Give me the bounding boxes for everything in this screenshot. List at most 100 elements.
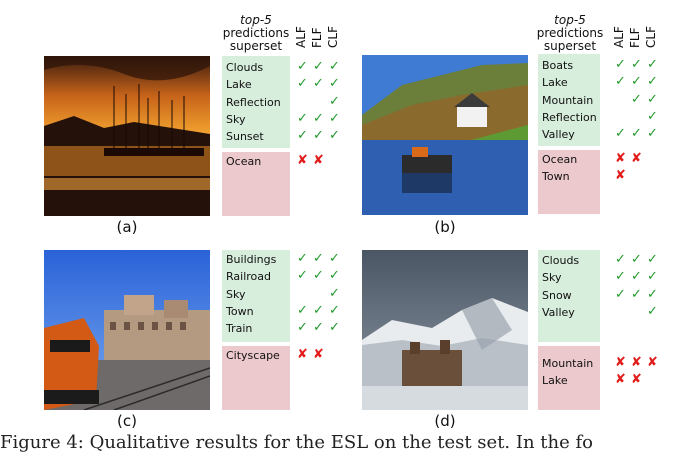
correct-label: Sky bbox=[226, 288, 246, 301]
checkmark-icon: ✓ bbox=[647, 304, 658, 319]
checkmark-icon: ✓ bbox=[297, 76, 308, 91]
header-superset: superset bbox=[229, 39, 283, 53]
cross-icon: ✘ bbox=[631, 372, 642, 387]
cross-icon: ✘ bbox=[615, 372, 626, 387]
checkmark-icon: ✓ bbox=[313, 128, 324, 143]
correct-box-a bbox=[222, 56, 290, 148]
checkmark-icon: ✓ bbox=[631, 92, 642, 107]
correct-box-c bbox=[222, 250, 290, 342]
correct-label: Mountain bbox=[542, 94, 594, 107]
cross-icon: ✘ bbox=[297, 347, 308, 362]
cross-icon: ✘ bbox=[297, 153, 308, 168]
cross-icon: ✘ bbox=[615, 355, 626, 370]
checkmark-icon: ✓ bbox=[329, 251, 340, 266]
cross-icon: ✘ bbox=[631, 151, 642, 166]
cross-icon: ✘ bbox=[313, 153, 324, 168]
correct-label: Valley bbox=[542, 306, 575, 319]
wrong-box-b bbox=[538, 150, 600, 214]
correct-label: Boats bbox=[542, 59, 574, 72]
wrong-box-a bbox=[222, 152, 290, 216]
checkmark-icon: ✓ bbox=[631, 74, 642, 89]
correct-label: Sky bbox=[542, 271, 562, 284]
checkmark-icon: ✓ bbox=[615, 74, 626, 89]
checkmark-icon: ✓ bbox=[647, 92, 658, 107]
caption-b: (b) bbox=[434, 218, 456, 236]
checkmark-icon: ✓ bbox=[615, 57, 626, 72]
correct-label: Sunset bbox=[226, 130, 264, 143]
header-predictions: predictions bbox=[536, 26, 604, 40]
checkmark-icon: ✓ bbox=[329, 320, 340, 335]
checkmark-icon: ✓ bbox=[329, 94, 340, 109]
header-top5: top-5 bbox=[554, 13, 586, 27]
checkmark-icon: ✓ bbox=[329, 59, 340, 74]
cross-icon: ✘ bbox=[631, 355, 642, 370]
wrong-label: Ocean bbox=[542, 153, 578, 166]
checkmark-icon: ✓ bbox=[313, 268, 324, 283]
cross-icon: ✘ bbox=[615, 168, 626, 183]
checkmark-icon: ✓ bbox=[631, 252, 642, 267]
photo-sunset-harbor bbox=[44, 56, 210, 216]
checkmark-icon: ✓ bbox=[297, 128, 308, 143]
correct-label: Snow bbox=[542, 289, 572, 302]
checkmark-icon: ✓ bbox=[647, 287, 658, 302]
correct-label: Reflection bbox=[226, 96, 281, 109]
correct-box-b bbox=[538, 54, 600, 146]
col-alf: ALF bbox=[612, 26, 626, 48]
checkmark-icon: ✓ bbox=[631, 126, 642, 141]
checkmark-icon: ✓ bbox=[329, 268, 340, 283]
checkmark-icon: ✓ bbox=[631, 57, 642, 72]
col-flf: FLF bbox=[310, 27, 324, 49]
correct-label: Lake bbox=[226, 78, 252, 91]
checkmark-icon: ✓ bbox=[297, 251, 308, 266]
wrong-label: Mountain bbox=[542, 357, 594, 370]
wrong-label: Lake bbox=[542, 374, 568, 387]
figure-caption: Figure 4: Qualitative results for the ES… bbox=[0, 432, 593, 453]
checkmark-icon: ✓ bbox=[647, 74, 658, 89]
cross-icon: ✘ bbox=[313, 347, 324, 362]
checkmark-icon: ✓ bbox=[647, 109, 658, 124]
checkmark-icon: ✓ bbox=[329, 286, 340, 301]
correct-label: Valley bbox=[542, 128, 575, 141]
checkmark-icon: ✓ bbox=[297, 268, 308, 283]
cross-icon: ✘ bbox=[647, 355, 658, 370]
correct-label: Sky bbox=[226, 113, 246, 126]
correct-label: Clouds bbox=[542, 254, 580, 267]
caption-d: (d) bbox=[434, 412, 456, 430]
header-top5: top-5 bbox=[240, 13, 272, 27]
checkmark-icon: ✓ bbox=[329, 303, 340, 318]
checkmark-icon: ✓ bbox=[313, 303, 324, 318]
cross-icon: ✘ bbox=[615, 151, 626, 166]
checkmark-icon: ✓ bbox=[313, 59, 324, 74]
header-superset: superset bbox=[543, 39, 597, 53]
correct-label: Buildings bbox=[226, 253, 277, 266]
checkmark-icon: ✓ bbox=[631, 269, 642, 284]
correct-label: Town bbox=[226, 305, 254, 318]
photo-train-town bbox=[44, 250, 210, 410]
checkmark-icon: ✓ bbox=[313, 76, 324, 91]
correct-label: Reflection bbox=[542, 111, 597, 124]
correct-label: Lake bbox=[542, 76, 568, 89]
checkmark-icon: ✓ bbox=[329, 128, 340, 143]
checkmark-icon: ✓ bbox=[313, 111, 324, 126]
wrong-label: Town bbox=[542, 170, 570, 183]
checkmark-icon: ✓ bbox=[297, 320, 308, 335]
wrong-label: Cityscape bbox=[226, 349, 280, 362]
checkmark-icon: ✓ bbox=[297, 59, 308, 74]
wrong-box-c bbox=[222, 346, 290, 410]
checkmark-icon: ✓ bbox=[647, 269, 658, 284]
col-alf: ALF bbox=[294, 26, 308, 48]
checkmark-icon: ✓ bbox=[647, 57, 658, 72]
col-flf: FLF bbox=[628, 27, 642, 49]
checkmark-icon: ✓ bbox=[297, 111, 308, 126]
caption-a: (a) bbox=[116, 218, 138, 236]
correct-box-d bbox=[538, 250, 600, 342]
checkmark-icon: ✓ bbox=[647, 126, 658, 141]
checkmark-icon: ✓ bbox=[297, 303, 308, 318]
checkmark-icon: ✓ bbox=[615, 269, 626, 284]
checkmark-icon: ✓ bbox=[329, 111, 340, 126]
photo-lake-house bbox=[362, 55, 528, 215]
checkmark-icon: ✓ bbox=[615, 252, 626, 267]
col-clf: CLF bbox=[326, 26, 340, 48]
col-clf: CLF bbox=[644, 26, 658, 48]
wrong-box-d bbox=[538, 346, 600, 410]
